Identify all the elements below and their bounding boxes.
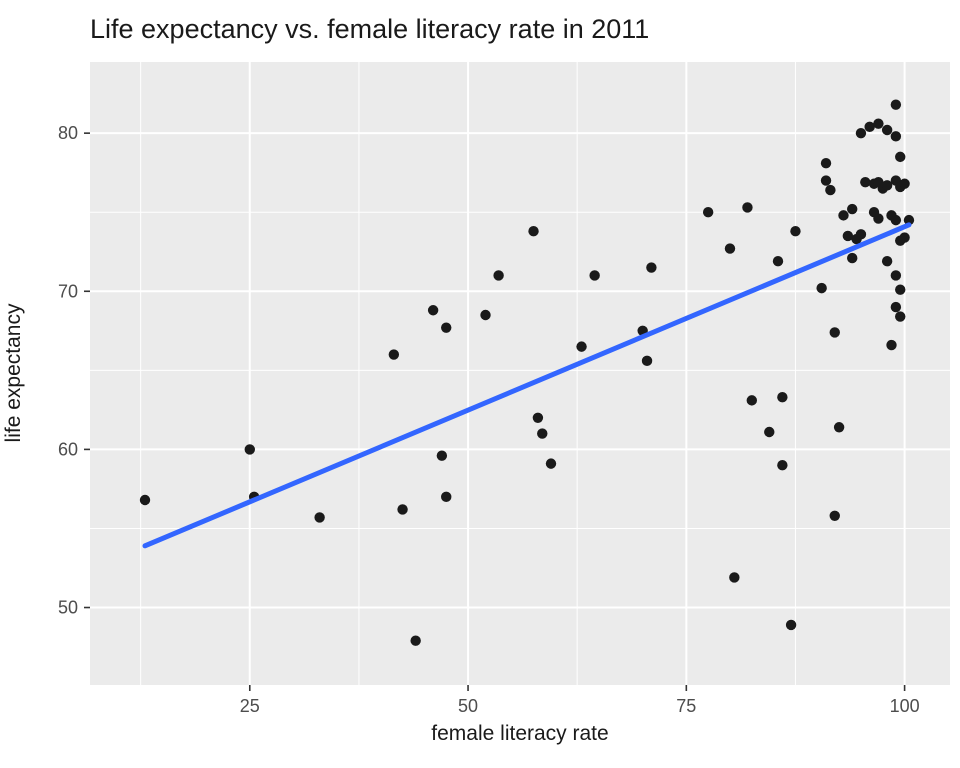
scatter-point [427,305,439,316]
scatter-point [820,157,832,169]
scatter-point [724,243,736,254]
scatter-point [829,510,840,522]
scatter-point [899,232,910,243]
scatter-point [842,230,854,242]
scatter-point [890,214,902,226]
scatter-point [790,225,801,237]
scatter-point [576,341,587,352]
scatter-point [641,355,653,367]
scatter-point [244,444,255,455]
scatter-point [397,504,408,515]
scatter-point [139,494,151,506]
scatter-point [388,349,400,360]
scatter-point [441,491,452,503]
scatter-point [764,426,775,438]
scatter-point [436,450,448,461]
scatter-point [777,460,788,471]
scatter-point [864,121,875,133]
scatter-point [729,572,740,583]
scatter-point [746,395,758,406]
y-tick-label: 70 [58,281,78,301]
scatter-point [895,284,906,295]
scatter-point [825,184,836,196]
x-tick-label: 25 [240,696,260,716]
scatter-point [881,180,893,191]
scatter-point [589,270,600,281]
y-tick-label: 80 [58,123,78,143]
scatter-point [890,301,902,313]
scatter-point [820,175,832,186]
scatter-point [855,127,867,139]
scatter-point [873,213,884,224]
scatter-point [873,118,884,129]
scatter-point [855,229,867,240]
scatter-point [785,619,797,631]
scatter-point [441,322,452,333]
scatter-point [772,256,784,267]
scatter-point [833,422,845,433]
scatter-point [838,210,849,221]
y-tick-label: 50 [58,598,78,618]
x-tick-label: 50 [458,696,478,716]
scatter-point [847,252,858,264]
scatter-point [890,131,902,142]
chart-title: Life expectancy vs. female literacy rate… [90,14,650,44]
scatter-point [410,635,421,646]
trend-line [142,222,912,549]
scatter-point [895,151,906,163]
scatter-point [646,262,657,273]
scatter-point [881,256,893,267]
y-tick-label: 60 [58,439,78,459]
y-axis-title: life expectancy [2,303,25,443]
scatter-point [895,311,906,322]
scatter-point [742,202,753,213]
scatter-point [545,458,557,469]
scatter-point [899,178,910,189]
scatter-point [847,203,858,215]
x-axis-title: female literacy rate [431,722,609,745]
scatter-point [881,124,893,136]
scatter-point [314,512,325,523]
scatter-point [886,339,897,351]
scatter-point [480,309,491,321]
x-tick-label: 75 [676,696,696,716]
panel-background [90,62,950,685]
scatter-point [777,392,788,403]
scatter-point [528,225,539,237]
scatter-point [829,327,840,338]
scatter-point [903,214,915,226]
scatter-point [890,99,902,110]
scatter-point [816,282,827,294]
scatter-point [860,176,871,188]
x-tick-label: 100 [890,696,920,716]
scatter-point [890,270,902,281]
scatter-point [537,428,548,439]
scatter-point [493,270,504,281]
scatter-point [532,412,544,423]
scatter-point [702,207,714,218]
